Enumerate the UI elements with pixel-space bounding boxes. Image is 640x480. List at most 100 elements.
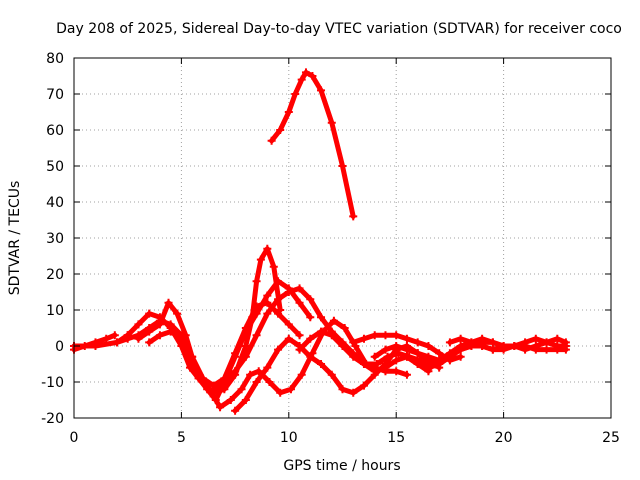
y-tick-label: -20 bbox=[41, 411, 64, 427]
series-line bbox=[269, 69, 356, 219]
data-point bbox=[381, 345, 390, 354]
data-point bbox=[110, 331, 119, 340]
y-tick-label: -10 bbox=[41, 375, 64, 391]
data-point bbox=[274, 309, 283, 318]
data-point bbox=[231, 367, 240, 376]
data-point bbox=[297, 370, 306, 379]
data-point bbox=[209, 392, 218, 401]
x-tick-label: 5 bbox=[177, 430, 186, 446]
data-point bbox=[274, 295, 283, 304]
data-point bbox=[123, 331, 132, 340]
data-point bbox=[561, 345, 570, 354]
data-point bbox=[91, 338, 100, 347]
y-tick-label: 30 bbox=[46, 231, 64, 247]
data-point bbox=[256, 255, 265, 264]
data-point bbox=[254, 367, 263, 376]
data-point bbox=[263, 309, 272, 318]
data-point bbox=[542, 345, 551, 354]
data-point bbox=[295, 298, 304, 307]
data-point bbox=[295, 331, 304, 340]
data-point bbox=[263, 244, 272, 253]
data-point bbox=[241, 324, 250, 332]
series-arc-10 bbox=[267, 68, 358, 221]
data-point bbox=[488, 338, 497, 347]
data-point bbox=[402, 370, 411, 379]
y-tick-label: 0 bbox=[55, 339, 64, 355]
data-point bbox=[267, 136, 276, 145]
data-point bbox=[370, 352, 379, 361]
data-point bbox=[381, 367, 390, 376]
data-point bbox=[145, 327, 154, 336]
data-point bbox=[145, 338, 154, 347]
data-point bbox=[291, 90, 300, 98]
series-arc-11 bbox=[295, 327, 411, 379]
data-point bbox=[166, 327, 175, 336]
x-axis-ticks: 0 5 10 15 20 25 bbox=[70, 58, 620, 446]
data-point bbox=[80, 342, 89, 350]
data-point bbox=[349, 338, 358, 347]
data-point bbox=[521, 342, 530, 350]
data-point bbox=[413, 338, 422, 347]
data-point bbox=[445, 352, 454, 361]
data-point bbox=[456, 352, 465, 361]
data-point bbox=[286, 385, 295, 394]
data-point bbox=[306, 313, 315, 322]
y-tick-label: 60 bbox=[46, 123, 64, 139]
data-point bbox=[317, 327, 326, 336]
data-point bbox=[112, 338, 121, 347]
data-point bbox=[338, 162, 347, 170]
data-point bbox=[531, 345, 540, 354]
data-point bbox=[231, 406, 240, 415]
data-point bbox=[561, 338, 570, 347]
data-point bbox=[338, 385, 347, 394]
data-point bbox=[478, 342, 487, 350]
data-point bbox=[456, 334, 465, 343]
data-point bbox=[424, 352, 433, 361]
data-point bbox=[306, 295, 315, 304]
data-point bbox=[209, 385, 218, 394]
data-point bbox=[134, 320, 143, 329]
series-arc-5 bbox=[134, 298, 197, 361]
y-tick-label: 70 bbox=[46, 87, 64, 103]
data-point bbox=[306, 352, 315, 361]
x-tick-label: 10 bbox=[280, 430, 298, 446]
chart-title: Day 208 of 2025, Sidereal Day-to-day VTE… bbox=[56, 21, 622, 37]
data-point bbox=[370, 363, 379, 372]
data-point bbox=[246, 370, 255, 379]
data-point bbox=[359, 381, 368, 390]
data-point bbox=[220, 378, 229, 386]
data-point bbox=[284, 108, 293, 116]
data-point bbox=[145, 309, 154, 318]
data-point bbox=[435, 349, 444, 358]
data-point bbox=[188, 352, 197, 361]
data-point bbox=[413, 349, 422, 358]
data-point bbox=[188, 360, 197, 368]
data-point bbox=[327, 370, 336, 379]
data-point bbox=[284, 334, 293, 343]
data-point bbox=[329, 316, 338, 325]
data-point bbox=[297, 75, 306, 84]
data-point bbox=[338, 342, 347, 350]
x-tick-label: 0 bbox=[70, 430, 79, 446]
data-point bbox=[370, 331, 379, 340]
data-point bbox=[308, 72, 317, 80]
data-point bbox=[155, 320, 164, 329]
data-point bbox=[359, 360, 368, 368]
data-point bbox=[269, 262, 278, 271]
series-line bbox=[146, 300, 302, 389]
data-point bbox=[435, 360, 444, 368]
data-point bbox=[359, 334, 368, 343]
x-tick-label: 15 bbox=[387, 430, 405, 446]
data-point bbox=[198, 378, 207, 386]
data-point bbox=[284, 320, 293, 329]
y-axis-ticks: -20 -10 0 10 20 30 40 50 60 70 80 bbox=[41, 51, 611, 427]
data-point bbox=[241, 396, 250, 404]
data-point bbox=[295, 345, 304, 354]
data-point bbox=[349, 388, 358, 397]
data-point bbox=[478, 334, 487, 343]
y-tick-label: 10 bbox=[46, 303, 64, 319]
data-point bbox=[402, 345, 411, 354]
data-point bbox=[445, 338, 454, 347]
y-tick-label: 20 bbox=[46, 267, 64, 283]
